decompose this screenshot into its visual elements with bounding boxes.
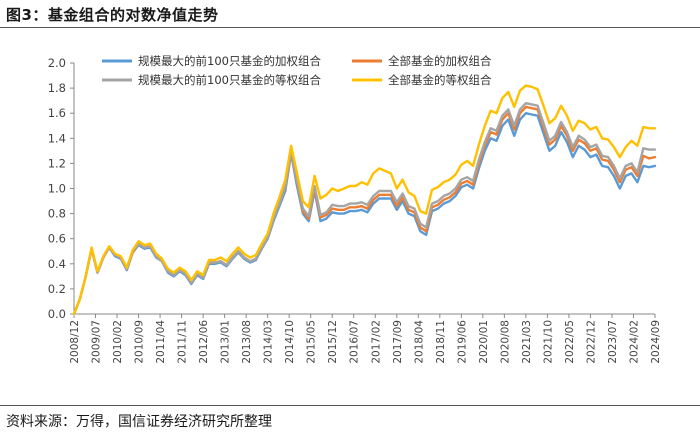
- x-tick-label: 2010/09: [134, 320, 146, 364]
- x-tick-label: 2017/09: [392, 320, 404, 364]
- x-tick-label: 2010/02: [112, 320, 124, 364]
- x-tick-label: 2008/12: [69, 320, 81, 364]
- x-tick-label: 2009/07: [91, 320, 103, 364]
- x-tick-label: 2018/04: [413, 320, 425, 364]
- chart-series: [72, 84, 657, 316]
- y-tick-label: 0.0: [48, 307, 66, 321]
- x-tick-label: 2024/09: [650, 320, 662, 364]
- y-tick-label: 0.6: [48, 232, 66, 246]
- y-tick-label: 0.4: [48, 257, 66, 271]
- source-note: 资料来源：万得，国信证券经济研究所整理: [6, 414, 272, 430]
- x-tick-label: 2020/08: [499, 320, 511, 364]
- x-tick-label: 2020/01: [478, 320, 490, 364]
- y-tick-label: 0.8: [48, 207, 66, 221]
- x-tick-label: 2017/02: [370, 320, 382, 364]
- legend-label: 全部基金的等权组合: [388, 73, 492, 87]
- x-tick-label: 2016/07: [349, 320, 361, 364]
- y-tick-label: 1.0: [48, 182, 66, 196]
- x-tick-label: 2018/11: [435, 320, 447, 364]
- chart-axes: 0.0 0.2 0.4 0.6 0.8 1.0 1.2 1.4 1.6 1.8 2.0 2008/12…: [48, 56, 662, 364]
- bottom-divider: [0, 405, 700, 406]
- series-line-1: [72, 111, 657, 316]
- x-tick-label: 2014/10: [284, 320, 296, 364]
- x-tick-label: 2013/08: [241, 320, 253, 364]
- chart-legend: 规模最大的前100只基金的加权组合 全部基金的加权组合规模最大的前100只基金的等…: [102, 54, 492, 87]
- x-tick-label: 2024/02: [628, 320, 640, 364]
- y-tick-label: 1.6: [48, 106, 66, 120]
- x-tick-label: 2011/04: [155, 320, 167, 364]
- x-tick-label: 2021/03: [521, 320, 533, 364]
- legend-label: 全部基金的加权组合: [388, 54, 492, 68]
- y-tick-label: 1.2: [48, 156, 66, 170]
- x-tick-label: 2011/11: [177, 320, 189, 364]
- x-tick-label: 2014/03: [263, 320, 275, 364]
- y-tick-label: 1.8: [48, 81, 66, 95]
- x-tick-label: 2023/07: [607, 320, 619, 364]
- x-tick-label: 2015/12: [327, 320, 339, 364]
- y-tick-label: 1.4: [48, 131, 66, 145]
- y-tick-label: 0.2: [48, 282, 66, 296]
- y-tick-label: 2.0: [48, 56, 66, 70]
- x-tick-label: 2012/06: [198, 320, 210, 364]
- x-tick-label: 2022/12: [585, 320, 597, 364]
- x-tick-label: 2021/10: [542, 320, 554, 364]
- legend-label: 规模最大的前100只基金的等权组合: [138, 73, 321, 87]
- x-tick-label: 2013/01: [220, 320, 232, 364]
- x-tick-label: 2015/05: [306, 320, 318, 364]
- legend-label: 规模最大的前100只基金的加权组合: [138, 54, 321, 68]
- x-tick-label: 2022/05: [564, 320, 576, 364]
- top-divider: [0, 27, 700, 28]
- chart-title: 图3：基金组合的对数净值走势: [6, 6, 219, 24]
- x-tick-label: 2019/06: [456, 320, 468, 364]
- series-line-3: [72, 101, 657, 316]
- series-line-4: [72, 84, 657, 316]
